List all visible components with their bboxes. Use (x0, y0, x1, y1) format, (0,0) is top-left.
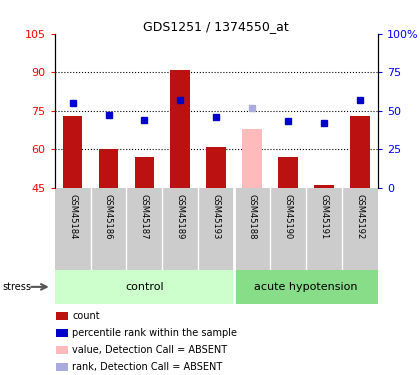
Bar (56, 363, 68, 370)
Text: GSM45188: GSM45188 (248, 194, 257, 240)
Bar (56, 329, 68, 337)
Text: GSM45191: GSM45191 (320, 194, 328, 239)
Bar (242, 129, 262, 188)
Text: percentile rank within the sample: percentile rank within the sample (72, 328, 237, 338)
Bar (55, 270, 234, 304)
Bar (314, 185, 334, 188)
Bar (56, 346, 68, 354)
Text: GSM45193: GSM45193 (212, 194, 221, 240)
Bar (350, 116, 370, 188)
Bar (206, 147, 226, 188)
Text: control: control (125, 282, 164, 292)
Bar (63, 116, 82, 188)
Text: rank, Detection Call = ABSENT: rank, Detection Call = ABSENT (72, 362, 223, 372)
Bar (234, 270, 378, 304)
Text: GSM45184: GSM45184 (68, 194, 77, 240)
Text: acute hypotension: acute hypotension (255, 282, 358, 292)
Text: GSM45189: GSM45189 (176, 194, 185, 240)
Bar (278, 157, 298, 188)
Text: GSM45186: GSM45186 (104, 194, 113, 240)
Bar (171, 70, 190, 188)
Text: value, Detection Call = ABSENT: value, Detection Call = ABSENT (72, 345, 228, 355)
Title: GDS1251 / 1374550_at: GDS1251 / 1374550_at (143, 20, 289, 33)
Text: count: count (72, 311, 100, 321)
Text: GSM45190: GSM45190 (284, 194, 293, 239)
Bar (56, 312, 68, 320)
Bar (134, 157, 154, 188)
Text: GSM45187: GSM45187 (140, 194, 149, 240)
Text: GSM45192: GSM45192 (356, 194, 365, 239)
Text: stress: stress (2, 282, 31, 292)
Bar (99, 149, 118, 188)
